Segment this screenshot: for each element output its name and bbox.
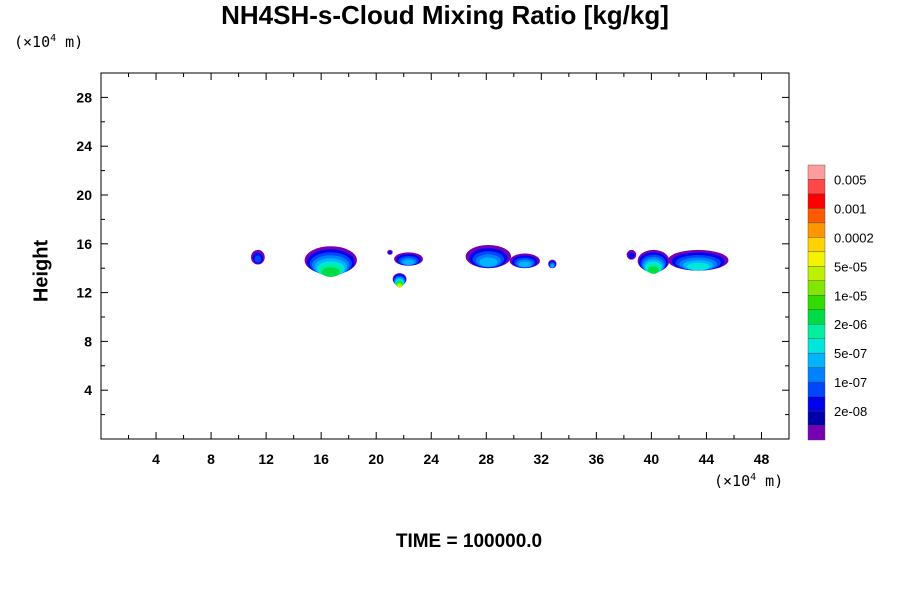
x-tick-label: 44 bbox=[699, 451, 715, 467]
cloud-contour bbox=[648, 266, 659, 274]
cloud-contour bbox=[628, 252, 635, 259]
cloud-cell bbox=[250, 249, 265, 265]
colorbar: 0.005 0.001 0.0002 5e-05 1e-05 2e-06 5e-07 1e-0… bbox=[807, 164, 874, 441]
cloud-cell bbox=[394, 252, 423, 266]
x-tick-label: 12 bbox=[258, 451, 274, 467]
colorbar-swatch bbox=[807, 295, 826, 310]
cloud-layer bbox=[250, 245, 729, 288]
colorbar-swatch bbox=[807, 338, 826, 354]
colorbar-swatch bbox=[807, 222, 826, 238]
cloud-cell bbox=[465, 245, 512, 269]
colorbar-swatch bbox=[807, 237, 826, 253]
chart-title: NH4SH-s-Cloud Mixing Ratio [kg/kg] bbox=[221, 0, 669, 30]
colorbar-label: 1e-07 bbox=[834, 375, 867, 390]
cloud-contour bbox=[479, 257, 498, 267]
cloud-contour bbox=[686, 262, 710, 271]
x-tick-label: 40 bbox=[644, 451, 660, 467]
colorbar-swatch bbox=[807, 324, 826, 339]
colorbar-swatch bbox=[807, 410, 826, 426]
colorbar-swatch bbox=[807, 208, 826, 224]
cloud-cell bbox=[509, 253, 540, 269]
cloud-cell bbox=[392, 273, 407, 288]
cloud-contour bbox=[254, 255, 262, 263]
colorbar-label: 0.005 bbox=[834, 172, 867, 187]
cloud-contour bbox=[518, 261, 531, 268]
y-axis-unit: (×104 m) bbox=[14, 33, 84, 51]
colorbar-label: 5e-07 bbox=[834, 346, 867, 361]
cloud-cell bbox=[637, 249, 670, 274]
x-tick-label: 24 bbox=[423, 451, 439, 467]
x-tick-label: 36 bbox=[589, 451, 605, 467]
plot-frame bbox=[100, 72, 790, 440]
colorbar-swatch bbox=[807, 251, 826, 267]
cloud-contour bbox=[550, 264, 554, 268]
colorbar-swatch bbox=[807, 164, 826, 180]
y-tick-label: 16 bbox=[76, 236, 92, 252]
cloud-contour bbox=[397, 283, 402, 288]
colorbar-swatch bbox=[807, 367, 826, 383]
x-tick-label: 8 bbox=[207, 451, 215, 467]
x-tick-label: 28 bbox=[478, 451, 494, 467]
y-tick-label: 4 bbox=[84, 382, 92, 398]
colorbar-swatch bbox=[807, 425, 826, 441]
y-tick-label: 24 bbox=[76, 138, 92, 154]
colorbar-swatch bbox=[807, 309, 826, 325]
cloud-cell bbox=[548, 259, 557, 269]
y-tick-label: 28 bbox=[76, 89, 92, 105]
x-axis-unit: (×104 m) bbox=[714, 472, 784, 490]
x-tick-label: 48 bbox=[754, 451, 770, 467]
x-tick-label: 16 bbox=[313, 451, 329, 467]
colorbar-swatch bbox=[807, 381, 826, 397]
cloud-cell bbox=[304, 246, 357, 277]
y-tick-label: 20 bbox=[76, 187, 92, 203]
colorbar-swatch bbox=[807, 179, 826, 195]
colorbar-label: 5e-05 bbox=[834, 259, 867, 274]
colorbar-swatch bbox=[807, 396, 826, 412]
colorbar-label: 0.0002 bbox=[834, 230, 874, 245]
cloud-cell bbox=[626, 249, 637, 260]
x-tick-label: 4 bbox=[152, 451, 160, 467]
colorbar-swatch bbox=[807, 352, 826, 368]
colorbar-swatch bbox=[807, 266, 826, 281]
colorbar-swatch bbox=[807, 193, 826, 209]
cloud-cell bbox=[387, 249, 393, 255]
cloud-contour bbox=[402, 259, 415, 265]
cloud-contour bbox=[321, 267, 340, 277]
colorbar-swatch bbox=[807, 280, 826, 296]
x-tick-label: 20 bbox=[368, 451, 384, 467]
time-label: TIME = 100000.0 bbox=[395, 531, 543, 552]
y-tick-label: 12 bbox=[76, 285, 92, 301]
colorbar-label: 2e-08 bbox=[834, 404, 867, 419]
colorbar-label: 0.001 bbox=[834, 201, 867, 216]
cloud-contour bbox=[388, 251, 392, 255]
cloud-cell bbox=[667, 249, 729, 271]
x-tick-label: 32 bbox=[534, 451, 550, 467]
colorbar-label: 1e-05 bbox=[834, 288, 867, 303]
colorbar-label: 2e-06 bbox=[834, 317, 867, 332]
y-tick-label: 8 bbox=[84, 333, 92, 349]
